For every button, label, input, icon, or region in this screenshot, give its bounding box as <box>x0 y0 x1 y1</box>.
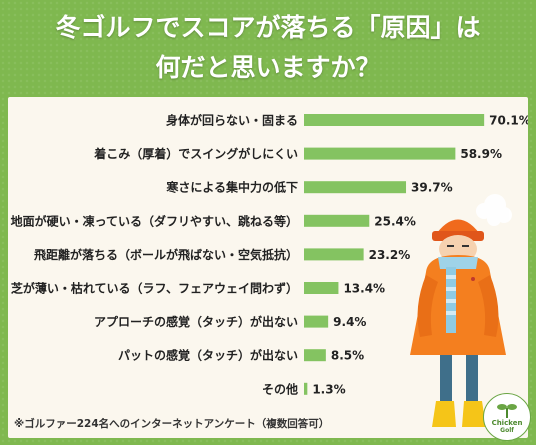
value-label: 8.5% <box>331 349 364 363</box>
value-label: 25.4% <box>374 214 416 228</box>
category-label: 着こみ（厚着）でスイングがしにくい <box>93 146 298 161</box>
winter-golfer-illustration <box>410 194 512 427</box>
value-label: 9.4% <box>333 315 366 329</box>
bar <box>304 214 370 227</box>
bar <box>304 181 407 194</box>
logo-text-line-1: Chicken <box>491 419 523 427</box>
title-line-1: 冬ゴルフでスコアが落ちる「原因」は <box>55 13 481 42</box>
value-label: 58.9% <box>460 147 502 161</box>
bar <box>304 315 329 328</box>
category-label: 飛距離が落ちる（ボールが飛ばない・空気抵抗） <box>33 247 298 262</box>
category-label: 身体が回らない・固まる <box>166 113 298 128</box>
category-label: その他 <box>262 381 298 396</box>
chicken-golf-logo: Chicken Golf <box>483 393 531 441</box>
category-label: 寒さによる集中力の低下 <box>165 180 298 195</box>
bar <box>304 349 326 362</box>
bar-chart: 身体が回らない・固まる 70.1% 着こみ（厚着）でスイングがしにくい 58.9% 寒さ… <box>11 113 528 427</box>
value-label: 1.3% <box>312 382 345 396</box>
survey-footnote: ※ゴルファー224名へのインターネットアンケート（複数回答可） <box>14 418 330 430</box>
bar <box>304 282 339 294</box>
bar <box>304 248 364 261</box>
sprout-icon <box>497 404 517 418</box>
breath-cloud-icon <box>476 194 512 226</box>
category-label: パットの感覚（タッチ）が出ない <box>118 348 298 363</box>
value-label: 39.7% <box>411 181 453 195</box>
value-label: 13.4% <box>343 282 385 296</box>
logo-text-line-2: Golf <box>500 427 514 434</box>
bar <box>304 147 456 160</box>
bar <box>304 382 308 395</box>
title-line-2: 何だと思いますか？ <box>155 53 381 82</box>
bar <box>304 114 485 126</box>
category-label: 地面が硬い・凍っている（ダフリやすい、跳ねる等） <box>11 213 298 228</box>
category-label: アプローチの感覚（タッチ）が出ない <box>94 314 298 329</box>
chart-panel: 身体が回らない・固まる 70.1% 着こみ（厚着）でスイングがしにくい 58.9% 寒さ… <box>8 97 528 438</box>
category-label: 芝が薄い・枯れている（ラフ、フェアウェイ問わず） <box>11 281 298 296</box>
value-label: 23.2% <box>369 248 411 262</box>
value-label: 70.1% <box>489 114 528 128</box>
